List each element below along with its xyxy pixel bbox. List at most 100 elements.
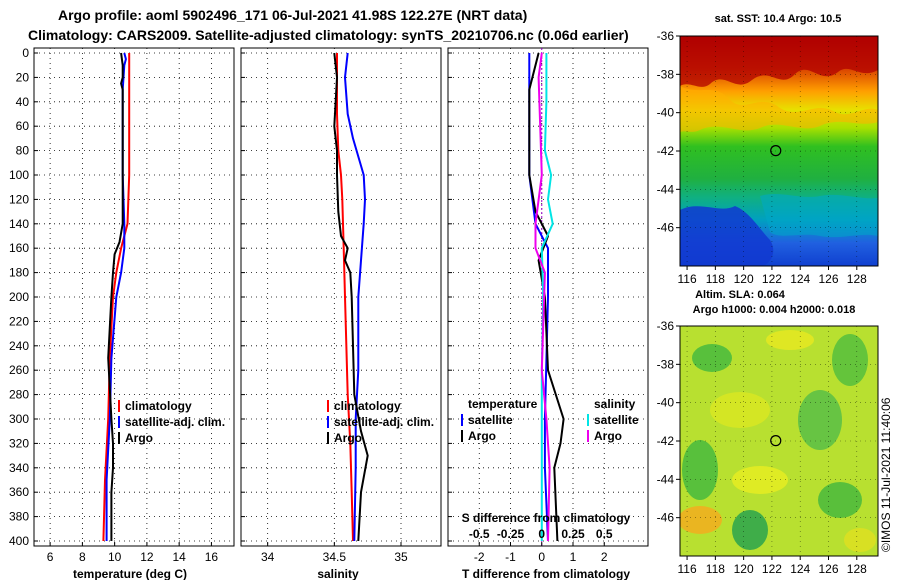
s-diff-tick-label: 0.5 — [596, 527, 613, 541]
depth-tick-label: 240 — [9, 339, 29, 353]
legend-satellite-label: satellite-adj. clim. — [334, 415, 434, 429]
s-diff-tick-label: -0.5 — [469, 527, 490, 541]
depth-tick-label: 40 — [16, 95, 30, 109]
argo-location-marker — [770, 435, 782, 447]
x-tick-label: 34 — [261, 550, 275, 564]
x-tick-label: 16 — [205, 550, 219, 564]
title-line-2: Climatology: CARS2009. Satellite-adjuste… — [28, 27, 629, 43]
map-lat-label: -46 — [657, 221, 675, 235]
sla-map-panel: Altim. SLA: 0.064 Argo h1000: 0.004 h200… — [657, 289, 893, 576]
depth-tick-label: 200 — [9, 290, 29, 304]
legend-header-temperature: temperature — [468, 397, 538, 411]
x-tick-label: 34.5 — [323, 550, 347, 564]
depth-tick-label: 260 — [9, 363, 29, 377]
x-tick-label: -2 — [474, 550, 485, 564]
sst-orange-band — [680, 86, 878, 132]
s-diff-tick-label: 0 — [538, 527, 545, 541]
x-tick-label: 10 — [108, 550, 122, 564]
profile-line-climatology — [102, 53, 131, 542]
sla-blob — [732, 510, 768, 550]
legend-sal-argo-label: Argo — [594, 429, 622, 443]
sla-blob — [818, 482, 862, 518]
legend-header-salinity: salinity — [594, 397, 636, 411]
map-lon-label: 116 — [678, 272, 697, 286]
map-lat-label: -38 — [657, 357, 675, 371]
depth-tick-label: 180 — [9, 266, 29, 280]
map-lon-label: 116 — [678, 562, 697, 576]
profile-line-climatology — [336, 53, 354, 542]
legend-temp-argo-label: Argo — [468, 429, 496, 443]
map-lat-label: -38 — [657, 67, 675, 81]
sst-cold-patch — [680, 206, 774, 266]
map-lat-label: -36 — [657, 319, 675, 333]
map-lat-label: -36 — [657, 29, 675, 43]
t-difference-xlabel: T difference from climatology — [462, 567, 630, 580]
map-lat-label: -40 — [657, 106, 675, 120]
sst-map-title: sat. SST: 10.4 Argo: 10.5 — [715, 13, 842, 25]
sla-map-title-2: Argo h1000: 0.004 h2000: 0.018 — [693, 304, 856, 316]
map-lon-label: 122 — [762, 272, 782, 286]
map-lon-label: 124 — [790, 272, 810, 286]
map-lat-label: -40 — [657, 396, 675, 410]
x-tick-label: 6 — [47, 550, 54, 564]
sla-blob — [832, 334, 868, 386]
map-lat-label: -44 — [657, 182, 675, 196]
depth-tick-label: 0 — [22, 46, 29, 60]
depth-tick-label: 140 — [9, 217, 29, 231]
depth-tick-label: 400 — [9, 534, 29, 548]
map-lon-label: 122 — [762, 562, 782, 576]
map-lat-label: -42 — [657, 144, 675, 158]
depth-tick-label: 100 — [9, 168, 29, 182]
salinity-xlabel: salinity — [317, 567, 359, 580]
x-tick-label: 2 — [601, 550, 608, 564]
x-tick-label: -1 — [505, 550, 516, 564]
map-lon-label: 126 — [818, 272, 838, 286]
map-lon-label: 120 — [734, 562, 754, 576]
sst-warm-meander — [680, 36, 878, 87]
sla-blob — [766, 330, 814, 350]
salinity-panel: 34 34.5 35 climatology satellite-adj. clim… — [240, 47, 442, 580]
sst-cyan-patch — [760, 194, 878, 238]
legend-climatology-label: climatology — [125, 399, 192, 413]
legend-satellite-label: satellite-adj. clim. — [125, 415, 225, 429]
title-line-1: Argo profile: aoml 5902496_171 06-Jul-20… — [58, 7, 527, 23]
depth-tick-label: 300 — [9, 412, 29, 426]
legend-argo-label: Argo — [334, 431, 362, 445]
x-tick-label: 14 — [172, 550, 186, 564]
x-tick-label: 1 — [570, 550, 577, 564]
depth-tick-label: 280 — [9, 388, 29, 402]
x-tick-label: 35 — [394, 550, 408, 564]
profile-line-satellite-adj-clim- — [344, 52, 366, 542]
sla-blob — [844, 528, 876, 552]
map-lon-label: 128 — [847, 272, 867, 286]
map-lon-label: 118 — [706, 562, 725, 576]
s-diff-tick-label: 0.25 — [561, 527, 585, 541]
depth-tick-label: 340 — [9, 461, 29, 475]
map-lon-label: 120 — [734, 272, 754, 286]
depth-tick-label: 60 — [16, 119, 30, 133]
x-tick-label: 12 — [140, 550, 154, 564]
sla-blob — [732, 466, 788, 494]
depth-tick-label: 160 — [9, 241, 29, 255]
x-tick-label: 8 — [79, 550, 86, 564]
sla-map-title-1: Altim. SLA: 0.064 — [695, 289, 786, 301]
legend-temp-satellite-label: satellite — [468, 413, 513, 427]
difference-panel: -2 -1 0 1 2 temperature salinity satellite A… — [447, 47, 649, 580]
profile-line-argo — [107, 52, 124, 541]
legend-climatology-label: climatology — [334, 399, 401, 413]
temperature-xlabel: temperature (deg C) — [73, 567, 187, 580]
depth-tick-label: 120 — [9, 192, 29, 206]
profile-line-salinity-argo — [534, 52, 551, 542]
map-lat-label: -46 — [657, 511, 675, 525]
sst-map-panel: sat. SST: 10.4 Argo: 10.5 -46 -44 -42 -40 -3… — [657, 13, 879, 286]
legend-argo-label: Argo — [125, 431, 153, 445]
sla-blob — [682, 440, 718, 500]
depth-tick-label: 20 — [16, 70, 30, 84]
sla-blob — [710, 392, 770, 428]
sla-blob — [692, 344, 732, 372]
argo-location-marker — [770, 145, 782, 157]
imos-timestamp: ©IMOS 11-Jul-2021 11:40:06 — [879, 397, 893, 552]
profile-line-salinity-satellite — [540, 53, 554, 541]
map-lon-label: 124 — [790, 562, 810, 576]
